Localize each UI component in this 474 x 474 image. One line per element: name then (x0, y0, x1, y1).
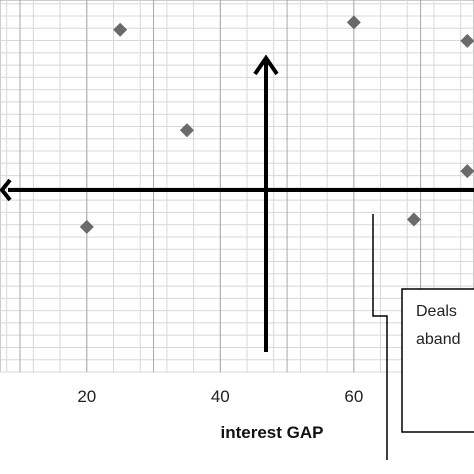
plot-border (0, 0, 474, 373)
annotation-bracket (372, 214, 388, 460)
up-arrow-head (253, 54, 279, 76)
x-tick-labels: 20 40 60 (77, 387, 363, 406)
data-point-diamond (460, 164, 474, 179)
data-point-diamond (460, 33, 474, 48)
annotation-line-1: Deals (416, 303, 457, 320)
data-point-diamond (406, 212, 421, 227)
data-point-diamond (346, 15, 361, 30)
x-axis-label: interest GAP (221, 423, 324, 442)
x-tick-label: 40 (211, 387, 230, 406)
data-points (79, 15, 474, 234)
minor-gridlines (0, 0, 474, 373)
data-point-diamond (113, 22, 128, 37)
x-tick-label: 60 (344, 387, 363, 406)
x-tick-label: 20 (77, 387, 96, 406)
annotation-line-2: aband (416, 331, 461, 348)
annotation-box (401, 288, 474, 433)
data-point-diamond (79, 219, 94, 234)
left-arrow-head (0, 178, 12, 202)
data-point-diamond (179, 123, 194, 138)
